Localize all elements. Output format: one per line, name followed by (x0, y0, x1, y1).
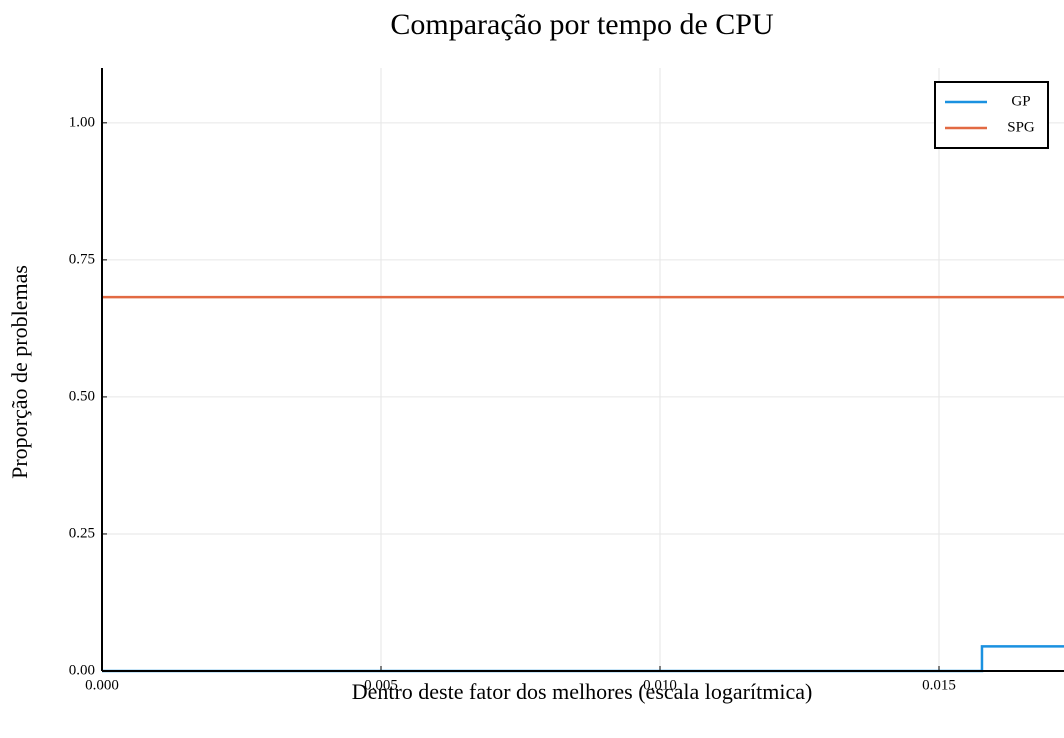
x-tick-label: 0.000 (85, 677, 119, 693)
x-tick-label: 0.005 (364, 677, 398, 693)
legend: GP SPG (934, 81, 1049, 149)
y-tick-label: 1.00 (69, 114, 95, 130)
chart-title: Comparação por tempo de CPU (390, 8, 774, 41)
legend-label: SPG (1007, 119, 1035, 135)
plot-lines (102, 295, 1064, 673)
y-tick-label: 0.50 (69, 388, 95, 404)
x-axis-label: Dentro deste fator dos melhores (escala … (352, 679, 813, 704)
legend-label: GP (1011, 93, 1030, 109)
y-tick-label: 0.25 (69, 525, 95, 541)
x-tick-label: 0.015 (922, 677, 956, 693)
y-tick-label: 0.75 (69, 251, 95, 267)
y-tick-label: 0.00 (69, 662, 95, 678)
y-axis-label: Proporção de problemas (7, 265, 32, 479)
x-tick-label: 0.010 (643, 677, 677, 693)
grid (101, 68, 1064, 672)
series-line (102, 645, 1064, 673)
legend-box (934, 81, 1049, 149)
overlay: 0.00 0.25 0.50 0.75 1.00 0.000 0.005 0.010 0.015… (69, 81, 1049, 693)
